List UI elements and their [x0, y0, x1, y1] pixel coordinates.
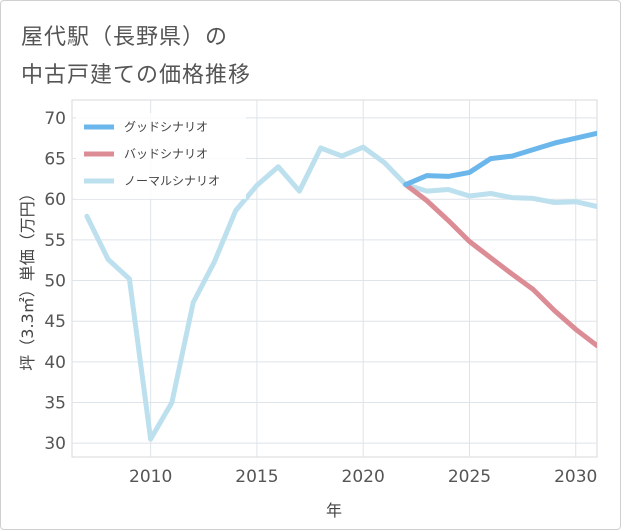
y-tick-label: 35: [44, 394, 66, 414]
y-tick-label: 65: [44, 150, 66, 170]
series-line-0: [403, 130, 597, 188]
x-tick-label: 2020: [342, 467, 385, 487]
x-tick-label: 2010: [129, 467, 172, 487]
y-tick-label: 50: [44, 272, 66, 292]
chart-title-line-2: 中古戸建ての価格推移: [21, 63, 252, 88]
chart-title-line-1: 屋代駅（長野県）の: [21, 25, 229, 50]
series-lines: [84, 130, 597, 442]
x-tick-labels: 2010 2015 2020 2025 2030: [129, 467, 597, 487]
series-line-1: [403, 182, 597, 349]
x-tick-label: 2025: [448, 467, 491, 487]
x-tick-label: 2030: [554, 467, 597, 487]
legend-label: バッドシナリオ: [124, 147, 208, 161]
y-axis-title: 坪（3.3㎡）単価（万円）: [18, 185, 37, 370]
x-tick-label: 2015: [235, 467, 278, 487]
y-tick-label: 45: [44, 312, 66, 332]
x-axis-title: 年: [326, 501, 342, 520]
y-tick-label: 55: [44, 231, 66, 251]
y-tick-label: 30: [44, 434, 66, 454]
series-line-2: [84, 144, 597, 442]
y-tick-label: 40: [44, 353, 66, 373]
y-tick-label: 70: [44, 109, 66, 129]
y-tick-label: 60: [44, 190, 66, 210]
y-tick-labels: 30 35 40 45 50 55 60 65 70: [44, 109, 66, 454]
legend-label: グッドシナリオ: [124, 120, 208, 134]
legend-label: ノーマルシナリオ: [124, 174, 220, 188]
